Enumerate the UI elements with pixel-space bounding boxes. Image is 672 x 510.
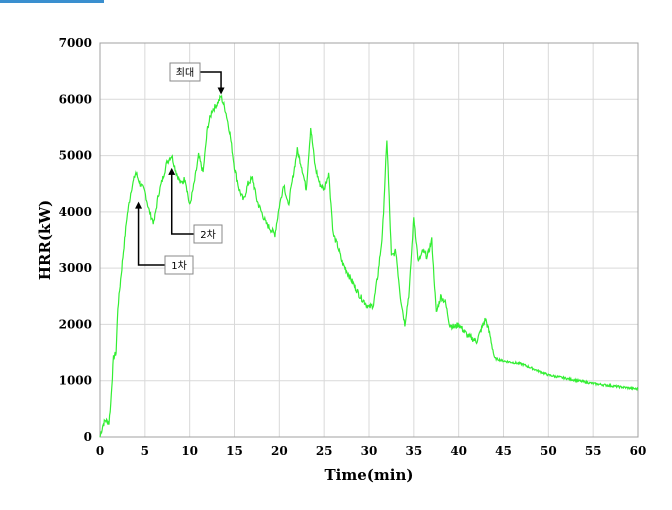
annotation-box [169,62,201,82]
x-tick-label: 10 [181,444,198,458]
annotation-box [193,224,223,244]
x-axis-title: Time(min) [325,466,414,484]
x-tick-label: 20 [271,444,288,458]
y-tick-label: 1000 [59,374,92,388]
y-tick-labels: 0 1000 2000 3000 4000 5000 6000 7000 [59,36,92,444]
y-tick-label: 4000 [59,205,92,219]
x-tick-label: 50 [540,444,557,458]
x-tick-label: 15 [226,444,243,458]
annotation-label: 최대 [176,67,194,79]
annotation-label: 1차 [171,260,187,272]
top-accent-bar [0,0,104,3]
y-tick-label: 6000 [59,92,92,106]
y-tick-label: 0 [84,430,92,444]
x-tick-label: 60 [630,444,647,458]
x-tick-label: 45 [495,444,512,458]
hrr-series-line [99,94,639,438]
grid-lines [100,43,638,437]
annotations: 최대 2차 1차 [135,62,225,275]
x-tick-label: 5 [141,444,149,458]
annotation-arrowhead [217,87,225,95]
annotation-callout: 1차 [135,201,194,275]
x-tick-label: 40 [450,444,467,458]
x-tick-label: 25 [316,444,333,458]
annotation-arrowhead [135,201,143,209]
annotation-callout: 2차 [168,167,223,244]
y-tick-label: 7000 [59,36,92,50]
y-tick-label: 3000 [59,261,92,275]
annotation-arrowhead [168,167,176,175]
y-tick-label: 5000 [59,149,92,163]
annotation-arrow-line [137,204,165,266]
x-tick-label: 30 [361,444,378,458]
annotation-arrow-line [200,71,222,93]
x-tick-label: 0 [96,444,104,458]
annotation-box [164,255,194,275]
x-tick-labels: 0 5 10 15 20 25 30 35 40 45 50 55 60 [96,444,647,458]
plot-area-border [99,42,639,438]
x-tick-label: 55 [585,444,602,458]
x-tick-label: 35 [405,444,422,458]
y-tick-label: 2000 [59,317,92,331]
annotation-label: 2차 [200,229,216,241]
annotation-callout: 최대 [169,62,225,95]
y-axis-title: HRR(kW) [36,200,54,281]
annotation-arrow-line [170,170,194,235]
